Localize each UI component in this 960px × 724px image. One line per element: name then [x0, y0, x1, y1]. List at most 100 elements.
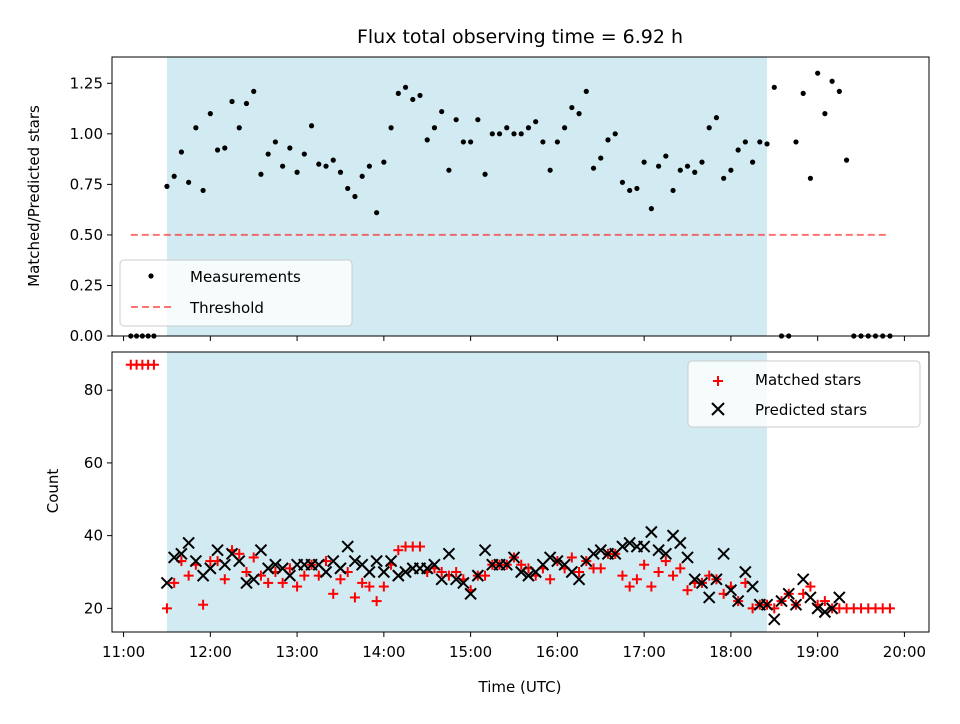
matched-point	[566, 552, 577, 563]
predicted-point	[746, 580, 759, 593]
measurement-point	[214, 147, 221, 153]
predicted-point	[731, 594, 745, 608]
matched-point	[884, 603, 895, 614]
measurement-point	[699, 159, 705, 165]
matched-point	[646, 581, 657, 592]
predicted-point	[478, 543, 492, 557]
matched-point	[660, 556, 671, 567]
matched-point	[241, 567, 252, 577]
legend-threshold: Threshold	[189, 299, 264, 317]
predicted-point	[363, 565, 376, 579]
measurement-point	[178, 149, 185, 155]
predicted-point	[594, 543, 607, 557]
measurement-point	[294, 169, 300, 175]
predicted-point	[211, 543, 224, 557]
measurement-point	[431, 125, 438, 131]
measurement-point	[511, 131, 517, 137]
predicted-point	[652, 543, 665, 557]
predicted-point	[261, 562, 275, 575]
predicted-point	[240, 576, 253, 590]
predicted-point	[796, 573, 810, 586]
y-tick-label: 1.25	[70, 74, 103, 92]
measurement-point	[272, 139, 278, 145]
y-tick-label: 20	[84, 599, 103, 617]
measurement-point	[265, 151, 271, 157]
predicted-point	[218, 558, 231, 571]
measurement-point	[337, 169, 344, 175]
measurement-point	[612, 131, 618, 137]
measurement-point	[359, 173, 365, 179]
matched-point	[436, 567, 447, 577]
measurement-point	[619, 179, 626, 185]
measurement-point	[540, 139, 546, 145]
measurement-point	[489, 131, 495, 137]
measurement-point	[374, 210, 380, 216]
predicted-point	[507, 551, 521, 564]
matched-point	[371, 596, 382, 607]
matched-point	[148, 359, 159, 370]
measurement-point	[677, 167, 683, 173]
measurement-point	[655, 163, 662, 169]
measurement-point	[193, 125, 199, 131]
measurement-point	[648, 206, 654, 212]
predicted-point	[717, 547, 730, 561]
matched-point	[349, 592, 360, 603]
y-tick-label: 1.00	[70, 125, 103, 143]
measurement-point	[525, 125, 532, 131]
matched-point	[624, 581, 635, 592]
legend-measurements: Measurements	[190, 268, 301, 286]
predicted-point	[616, 540, 629, 553]
legend-predicted-stars: Predicted stars	[755, 401, 867, 419]
predicted-point	[269, 558, 282, 571]
measurement-point	[742, 139, 748, 145]
measurement-point	[554, 139, 560, 145]
measurement-point	[439, 108, 445, 115]
predicted-point	[175, 547, 188, 561]
measurement-point	[316, 161, 322, 167]
measurement-point	[728, 167, 734, 173]
predicted-point	[688, 573, 701, 586]
predicted-point	[515, 565, 528, 579]
measurement-point	[764, 141, 770, 147]
x-axis-label: Time (UTC)	[478, 678, 562, 696]
matched-point	[328, 588, 339, 599]
measurement-point	[402, 84, 409, 90]
measurement-point	[800, 90, 806, 96]
measurement-point	[721, 175, 727, 181]
predicted-point	[377, 565, 391, 579]
predicted-point	[319, 565, 333, 579]
measurement-point	[749, 159, 756, 165]
predicted-point	[392, 569, 405, 582]
predicted-point	[543, 551, 557, 564]
x-tick-label: 14:00	[362, 643, 405, 661]
predicted-point	[334, 562, 347, 575]
measurement-point	[670, 187, 676, 194]
measurement-point	[410, 96, 416, 103]
predicted-point	[435, 573, 448, 586]
measurement-point	[504, 125, 510, 131]
predicted-point	[449, 573, 463, 586]
measurement-point	[771, 84, 777, 90]
matched-point	[198, 599, 209, 610]
measurement-point	[634, 185, 640, 192]
measurement-point	[352, 193, 358, 200]
matched-point	[639, 559, 650, 570]
predicted-point	[233, 554, 246, 568]
matched-point	[299, 570, 310, 581]
measurement-point	[345, 185, 351, 192]
predicted-point	[399, 565, 412, 579]
matched-point	[234, 548, 245, 559]
measurement-point	[663, 153, 669, 159]
predicted-point	[464, 587, 477, 601]
y-tick-label: 0.50	[70, 226, 103, 244]
predicted-point	[442, 547, 456, 561]
top-legend: Measurements Threshold	[119, 259, 353, 327]
matched-legend-marker	[713, 376, 723, 386]
matched-point	[378, 581, 389, 592]
measurement-point	[482, 171, 488, 177]
measurement-point	[533, 119, 539, 125]
measurement-point	[562, 125, 568, 131]
measurement-point	[627, 187, 633, 194]
matched-point	[169, 577, 180, 588]
